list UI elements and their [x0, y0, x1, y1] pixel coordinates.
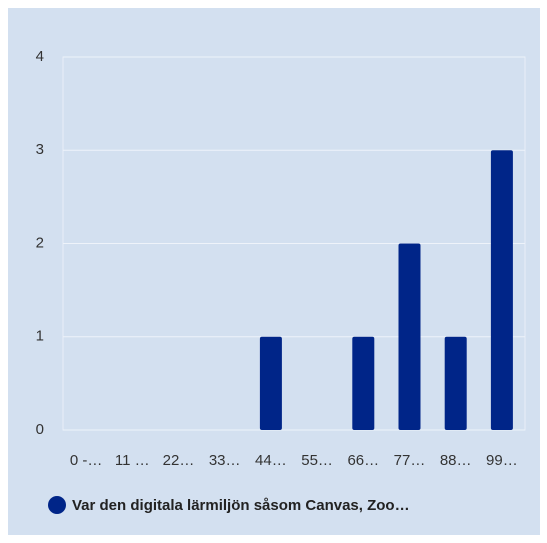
x-tick-label: 11 …	[115, 452, 150, 469]
x-tick-label: 99…	[486, 452, 518, 469]
x-tick-label: 55…	[301, 452, 333, 469]
x-tick-label: 22…	[163, 452, 195, 469]
chart-background	[8, 8, 540, 535]
bar	[398, 243, 421, 430]
x-tick-label: 88…	[440, 452, 472, 469]
y-tick-label: 2	[36, 234, 44, 251]
y-tick-label: 1	[36, 328, 44, 345]
x-tick-label: 0 -…	[70, 452, 103, 469]
x-tick-label: 66…	[347, 452, 379, 469]
x-tick-label: 77…	[394, 452, 426, 469]
bar	[259, 336, 282, 430]
bar	[490, 150, 513, 430]
bar	[352, 336, 375, 430]
y-tick-label: 3	[36, 141, 44, 158]
bar	[444, 336, 467, 430]
legend-marker	[48, 496, 66, 514]
x-tick-label: 33…	[209, 452, 241, 469]
y-tick-label: 0	[36, 421, 44, 438]
y-tick-label: 4	[36, 48, 44, 65]
legend-label: Var den digitala lärmiljön såsom Canvas,…	[72, 497, 410, 514]
x-tick-label: 44…	[255, 452, 287, 469]
